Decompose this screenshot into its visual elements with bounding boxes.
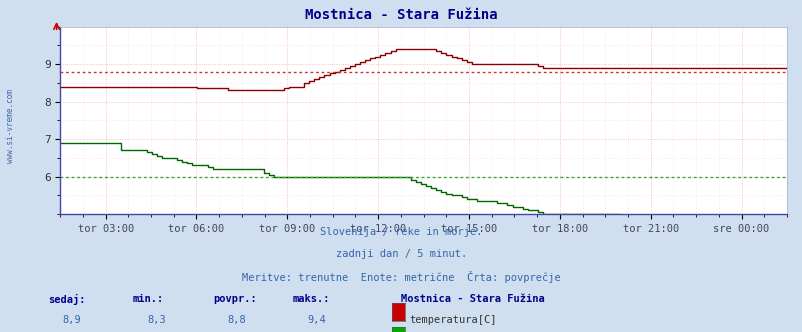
Text: 9,4: 9,4 — [307, 315, 326, 325]
Text: Meritve: trenutne  Enote: metrične  Črta: povprečje: Meritve: trenutne Enote: metrične Črta: … — [242, 271, 560, 283]
Text: maks.:: maks.: — [293, 294, 330, 304]
Text: 8,8: 8,8 — [227, 315, 245, 325]
Text: 8,3: 8,3 — [147, 315, 165, 325]
Text: sedaj:: sedaj: — [48, 294, 86, 305]
Text: Slovenija / reke in morje.: Slovenija / reke in morje. — [320, 227, 482, 237]
Text: zadnji dan / 5 minut.: zadnji dan / 5 minut. — [335, 249, 467, 259]
Text: min.:: min.: — [132, 294, 164, 304]
Text: Mostnica - Stara Fužina: Mostnica - Stara Fužina — [401, 294, 545, 304]
Text: www.si-vreme.com: www.si-vreme.com — [6, 89, 15, 163]
Text: temperatura[C]: temperatura[C] — [409, 315, 496, 325]
Text: povpr.:: povpr.: — [213, 294, 256, 304]
Text: Mostnica - Stara Fužina: Mostnica - Stara Fužina — [305, 8, 497, 22]
Text: 8,9: 8,9 — [63, 315, 81, 325]
